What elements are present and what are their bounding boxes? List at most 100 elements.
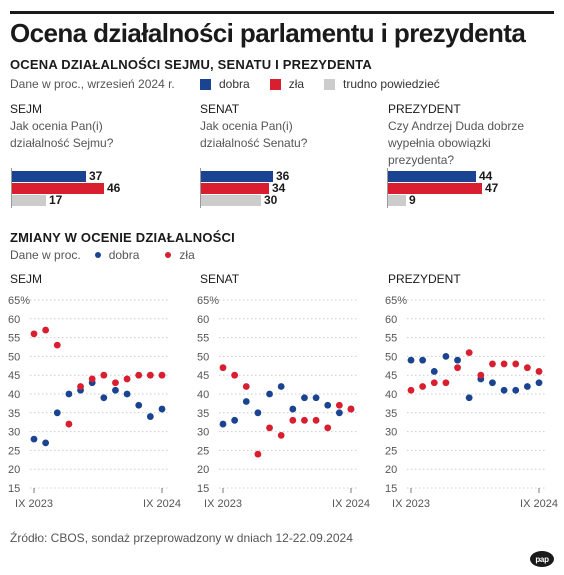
- y-tick-label: 50: [197, 351, 209, 363]
- point-good: [500, 386, 508, 394]
- bars-senat: 36 34 30: [200, 168, 350, 208]
- bar-value-label: 17: [49, 193, 63, 207]
- point-bad: [454, 364, 461, 372]
- y-tick-label: 20: [385, 464, 397, 476]
- y-tick-label: 15: [197, 483, 209, 495]
- point-bad: [442, 379, 450, 387]
- point-bad: [42, 326, 50, 334]
- bar-good: [12, 171, 86, 182]
- y-tick-label: 25: [8, 445, 20, 457]
- block-heading-prezydent: PREZYDENT: [388, 102, 461, 116]
- block-question-prezydent: Czy Andrzej Duda dobrze wypełnia obowiąz…: [388, 119, 525, 167]
- point-bad: [500, 360, 508, 368]
- section2-heading: ZMIANY W OCENIE DZIAŁALNOŚCI: [10, 230, 235, 245]
- y-tick-label: 20: [197, 464, 209, 476]
- point-good: [489, 379, 496, 387]
- x-tick-label: IX 2024: [332, 498, 370, 510]
- point-bad: [53, 341, 61, 349]
- point-good: [123, 390, 131, 398]
- legend-dot-good: [94, 252, 101, 258]
- point-good: [312, 394, 320, 402]
- legend-label-good: dobra: [219, 77, 250, 91]
- point-good: [419, 356, 427, 364]
- point-bad: [289, 416, 297, 424]
- block-heading-senat: SENAT: [200, 102, 240, 116]
- legend-swatch-good: [200, 78, 211, 90]
- point-bad: [465, 349, 473, 357]
- y-tick-label: 35: [8, 408, 20, 420]
- point-bad: [489, 360, 496, 368]
- section2-legend: Dane w proc. dobra zła: [10, 248, 195, 262]
- point-good: [523, 383, 531, 390]
- point-good: [301, 394, 308, 402]
- bar-value-label: 44: [479, 169, 493, 183]
- point-bad: [335, 401, 343, 409]
- point-bad: [112, 379, 119, 387]
- point-bad: [324, 424, 332, 432]
- bar-bad: [388, 183, 482, 194]
- bar-neutral: [388, 195, 406, 206]
- point-good: [324, 401, 332, 409]
- legend2-label-bad: zła: [179, 248, 195, 262]
- panel-title-sejm: SEJM: [10, 272, 43, 286]
- block-question-sejm: Jak ocenia Pan(i) działalność Sejmu?: [10, 119, 114, 150]
- y-tick-label: 40: [8, 389, 20, 401]
- x-tick-label: IX 2023: [392, 498, 430, 510]
- y-tick-label: 45: [8, 370, 20, 382]
- point-good: [335, 409, 343, 417]
- point-bad: [88, 375, 96, 383]
- panel-title-senat: SENAT: [200, 272, 240, 286]
- legend-item-bad: zła: [269, 77, 304, 91]
- point-bad: [135, 371, 143, 379]
- y-tick-label: 15: [8, 483, 20, 495]
- section2-note: Dane w proc.: [10, 248, 81, 262]
- section1-note: Dane w proc., wrzesień 2024 r.: [10, 77, 175, 91]
- point-bad: [419, 383, 427, 390]
- bars-prezydent: 44 47 9: [387, 168, 537, 208]
- y-tick-label: 65%: [197, 295, 219, 307]
- y-tick-label: 60: [197, 314, 209, 326]
- bar-value-label: 37: [89, 169, 103, 183]
- point-good: [30, 435, 38, 443]
- block-heading-sejm: SEJM: [10, 102, 43, 116]
- y-tick-label: 30: [385, 427, 397, 439]
- point-bad: [231, 371, 239, 379]
- x-tick-label: IX 2024: [143, 498, 181, 510]
- point-bad: [477, 371, 485, 379]
- bar-value-label: 30: [264, 193, 278, 207]
- point-good: [465, 394, 473, 402]
- point-bad: [407, 386, 415, 394]
- bar-neutral: [12, 195, 46, 206]
- y-tick-label: 45: [385, 370, 397, 382]
- point-bad: [266, 424, 273, 432]
- section1-heading: OCENA DZIAŁALNOŚCI SEJMU, SENATU I PREZY…: [10, 57, 372, 72]
- x-tick-label: IX 2023: [15, 498, 53, 510]
- point-good: [42, 439, 50, 447]
- scatter-sejm: 15 20 25 30 35 40 45 50 55 60 65% IX 2023 IX 2024: [8, 295, 181, 510]
- x-tick-label: IX 2023: [204, 498, 242, 510]
- y-tick-label: 55: [385, 333, 397, 345]
- y-tick-label: 15: [385, 483, 397, 495]
- point-bad: [158, 371, 166, 379]
- scatter-prezydent: 15 20 25 30 35 40 45 50 55 60 65% IX 2023 IX 2024: [385, 295, 558, 510]
- point-good: [442, 353, 450, 360]
- point-bad: [123, 375, 131, 383]
- y-tick-label: 60: [385, 314, 397, 326]
- y-tick-label: 30: [8, 427, 20, 439]
- legend-item-neutral: trudno powiedzieć: [324, 77, 440, 91]
- y-tick-label: 55: [197, 333, 209, 345]
- point-good: [112, 386, 119, 394]
- y-tick-label: 45: [197, 370, 209, 382]
- point-bad: [100, 371, 108, 379]
- x-tick-label: IX 2024: [520, 498, 558, 510]
- point-bad: [523, 364, 531, 372]
- bar-value-label: 46: [107, 181, 121, 195]
- point-bad: [312, 416, 320, 424]
- y-tick-label: 30: [197, 427, 209, 439]
- bars-sejm: 37 46 17: [11, 168, 161, 208]
- point-good: [242, 398, 250, 405]
- panel-title-prezydent: PREZYDENT: [388, 272, 461, 286]
- point-good: [512, 386, 520, 394]
- bar-bad: [201, 183, 269, 194]
- point-good: [135, 401, 143, 409]
